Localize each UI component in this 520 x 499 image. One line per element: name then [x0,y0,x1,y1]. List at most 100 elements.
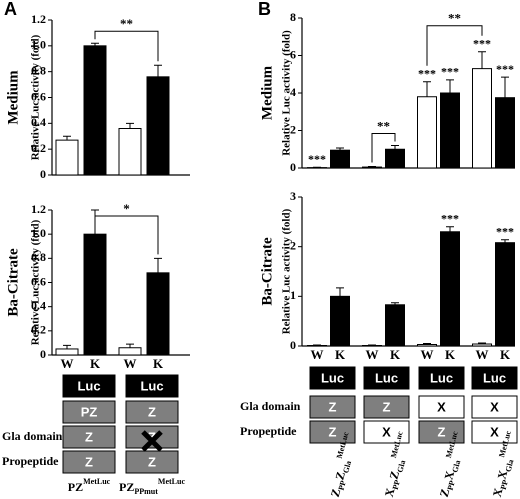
domain-label: Luc [140,378,163,393]
y-axis-label: Relative Luc activity (fold) [281,30,293,156]
y-tick-label: 0 [290,338,296,352]
error-bar [336,287,344,297]
name-part: X [490,486,506,498]
bar [146,272,170,356]
domain-box [471,395,518,419]
name-part: Gla [503,458,515,472]
bar [472,343,492,347]
name-part: PPmut [134,487,158,496]
domain-box [471,366,518,390]
x-tick-label: K [500,347,511,362]
error-bar [501,239,509,243]
x-tick-label: K [153,356,164,371]
domain-label: Z [438,424,446,439]
domain-label: X [490,399,499,414]
row-label: Medium [5,70,21,125]
x-tick-label: W [124,356,137,371]
y-tick-label: 2 [290,238,296,252]
domain-box [125,450,179,474]
name-part: PP [499,479,510,491]
domain-box [418,395,465,419]
domain-box [471,420,518,444]
domain-label: Z [148,429,156,444]
domain-label: Luc [321,370,344,385]
name-part: Z [328,487,344,498]
bar [362,166,382,169]
x-tick-label: W [366,347,379,362]
error-bar [446,79,454,93]
domain-box [309,395,356,419]
name-part: PZ [68,480,83,494]
x-tick-label: K [445,347,456,362]
error-bar [446,226,454,232]
significance-label: ** [120,16,133,31]
x-tick-label: W [421,347,434,362]
bar [118,347,142,356]
y-tick-label: 1.0 [31,226,46,240]
y-tick-label: 0.2 [31,141,46,155]
y-tick-label: 8 [290,10,296,24]
domain-box [125,425,179,449]
error-bar [478,51,486,69]
name-part: X [441,469,457,481]
y-tick-label: 0 [40,167,46,181]
bar [440,92,460,169]
x-tick-label: W [311,347,324,362]
name-part: Gla [450,459,462,473]
name-part: X [382,486,398,498]
name-part: MetLuc [83,477,111,486]
domain-box [418,420,465,444]
x-tick-label: W [61,356,74,371]
domain-label: Luc [430,370,453,385]
domain-box [62,400,116,424]
construct-name: PZMetLuc [68,477,111,494]
x-tick-label: W [476,347,489,362]
error-bar [126,343,134,348]
domain-label: Luc [375,370,398,385]
y-tick-label: 0.4 [31,298,46,312]
y-axis-label: Relative Luc activity (fold) [281,208,293,334]
error-bar [154,257,162,273]
domain-label: PZ [81,404,98,419]
y-tick-label: 2 [290,122,296,136]
error-bar [423,81,431,97]
error-bar [91,209,99,235]
name-part: PP [445,479,456,491]
domain-label: Z [148,454,156,469]
name-part: Z [332,470,348,481]
bar [440,231,460,347]
y-tick-label: 0.2 [31,323,46,337]
bar [417,344,437,347]
name-part: X [494,468,510,480]
domain-box [363,366,410,390]
domain-label: Z [85,454,93,469]
row-label: Gla domain [2,429,63,443]
bar [330,149,350,169]
y-tick-label: 1.2 [31,12,46,26]
y-tick-label: 1.0 [31,38,46,52]
error-bar [501,76,509,98]
significance-label: *** [473,37,491,51]
domain-box [309,366,356,390]
domain-label: X [382,424,391,439]
domain-label: Z [148,404,156,419]
name-part: PP [391,479,402,491]
bar [55,348,79,356]
domain-box [62,425,116,449]
name-part: Z [386,469,402,480]
significance-label: * [123,201,130,216]
bar [495,97,515,169]
name-part: PP [336,479,347,491]
y-tick-label: 1.2 [31,202,46,216]
panel-label: A [4,0,17,19]
error-bar [63,135,71,141]
error-bar [91,42,99,46]
bar [146,76,170,176]
significance-label: *** [496,62,514,76]
bar [83,45,107,176]
x-tick-label: K [335,347,346,362]
error-bar [478,342,486,345]
domain-label: Luc [77,378,100,393]
x-tick-label: K [390,347,401,362]
